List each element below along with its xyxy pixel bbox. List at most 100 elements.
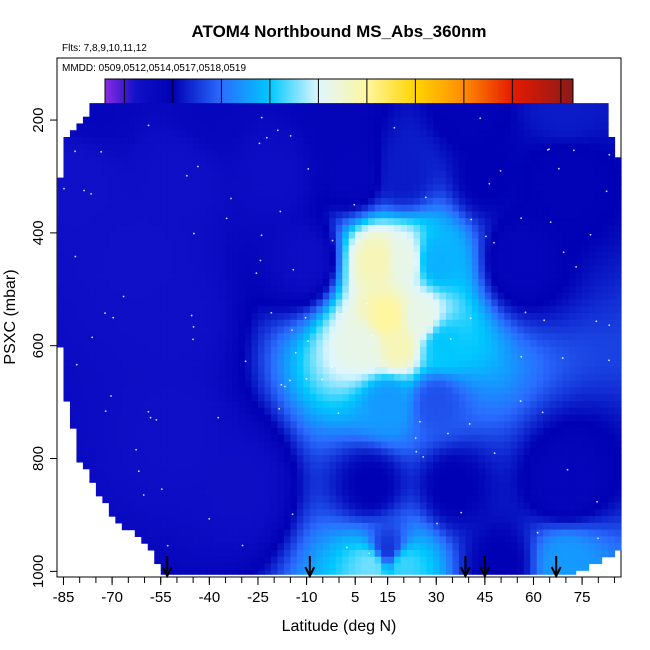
heatmap-cell bbox=[147, 495, 155, 504]
heatmap-cell bbox=[582, 103, 590, 111]
heatmap-cell bbox=[232, 116, 240, 125]
heatmap-cell bbox=[407, 258, 415, 267]
heatmap-cell bbox=[193, 109, 201, 118]
heatmap-cell bbox=[471, 143, 479, 152]
heatmap-cell bbox=[199, 373, 207, 382]
heatmap-cell bbox=[173, 312, 181, 321]
heatmap-cell bbox=[108, 218, 116, 226]
heatmap-cell bbox=[303, 184, 311, 192]
heatmap-cell bbox=[69, 292, 78, 301]
heatmap-cell bbox=[536, 123, 544, 131]
heatmap-cell bbox=[134, 441, 142, 449]
heatmap-cell bbox=[348, 394, 356, 402]
heatmap-cell bbox=[76, 333, 84, 341]
heatmap-cell bbox=[303, 292, 311, 301]
heatmap-cell bbox=[193, 279, 201, 287]
heatmap-cell bbox=[575, 292, 583, 301]
heatmap-cell bbox=[160, 285, 168, 294]
heatmap-cell bbox=[238, 414, 246, 422]
heatmap-cell bbox=[76, 170, 84, 179]
heatmap-cell bbox=[180, 123, 188, 131]
heatmap-cell bbox=[251, 292, 259, 301]
heatmap-cell bbox=[452, 326, 460, 334]
heatmap-cell bbox=[562, 231, 570, 240]
heatmap-cell bbox=[238, 211, 246, 219]
heatmap-cell bbox=[368, 170, 376, 179]
heatmap-cell bbox=[82, 279, 91, 287]
heatmap-cell bbox=[283, 109, 291, 118]
heatmap-cell bbox=[335, 353, 343, 361]
heatmap-cell bbox=[394, 333, 402, 341]
heatmap-cell bbox=[296, 360, 304, 368]
heatmap-cell bbox=[212, 103, 220, 111]
heatmap-cell bbox=[57, 177, 65, 185]
heatmap-cell bbox=[530, 373, 538, 382]
heatmap-cell bbox=[458, 387, 467, 395]
heatmap-cell bbox=[264, 218, 272, 226]
heatmap-cell bbox=[335, 461, 343, 470]
heatmap-cell bbox=[199, 299, 207, 307]
heatmap-cell bbox=[283, 204, 291, 213]
heatmap-cell bbox=[400, 441, 408, 449]
heatmap-cell bbox=[361, 285, 369, 294]
heatmap-cell bbox=[290, 211, 298, 219]
heatmap-cell bbox=[445, 204, 454, 213]
heatmap-cell bbox=[491, 441, 499, 449]
heatmap-cell bbox=[355, 136, 363, 145]
heatmap-cell bbox=[173, 434, 181, 443]
heatmap-cell bbox=[523, 400, 531, 409]
heatmap-cell bbox=[322, 428, 330, 436]
heatmap-cell bbox=[433, 468, 441, 477]
heatmap-cell bbox=[206, 312, 214, 321]
heatmap-cell bbox=[504, 340, 512, 348]
heatmap-cell bbox=[381, 211, 389, 219]
heatmap-cell bbox=[452, 448, 460, 456]
heatmap-cell bbox=[426, 400, 434, 409]
heatmap-cell bbox=[433, 346, 441, 355]
heatmap-cell bbox=[329, 299, 337, 307]
heatmap-cell bbox=[374, 109, 382, 118]
heatmap-cell bbox=[212, 265, 220, 273]
heatmap-cell bbox=[549, 130, 557, 138]
heatmap-cell bbox=[439, 319, 447, 328]
heatmap-cell bbox=[433, 150, 441, 158]
heatmap-cell bbox=[69, 184, 78, 192]
heatmap-cell bbox=[569, 353, 577, 361]
heatmap-cell bbox=[614, 157, 622, 165]
heatmap-cell bbox=[556, 197, 564, 206]
heatmap-cell bbox=[556, 177, 564, 185]
heatmap-cell bbox=[193, 495, 201, 504]
heatmap-cell bbox=[595, 143, 603, 152]
heatmap-cell bbox=[575, 150, 583, 158]
heatmap-cell bbox=[355, 279, 363, 287]
heatmap-cell bbox=[257, 177, 266, 185]
heatmap-cell bbox=[154, 191, 162, 199]
heatmap-cell bbox=[212, 475, 220, 483]
heatmap-cell bbox=[556, 238, 564, 246]
heatmap-cell bbox=[160, 258, 168, 267]
heatmap-cell bbox=[361, 360, 369, 368]
heatmap-cell bbox=[160, 218, 168, 226]
heatmap-cell bbox=[329, 164, 337, 172]
heatmap-cell bbox=[89, 312, 97, 321]
heatmap-cell bbox=[439, 204, 447, 213]
heatmap-cell bbox=[355, 177, 363, 185]
heatmap-cell bbox=[556, 258, 564, 267]
heatmap-cell bbox=[199, 224, 207, 233]
heatmap-cell bbox=[355, 197, 363, 206]
heatmap-cell bbox=[316, 231, 324, 240]
heatmap-cell bbox=[355, 394, 363, 402]
heatmap-cell bbox=[484, 455, 492, 463]
heatmap-cell bbox=[186, 299, 194, 307]
heatmap-cell bbox=[89, 319, 97, 328]
heatmap-cell bbox=[465, 455, 473, 463]
heatmap-cell bbox=[452, 333, 460, 341]
heatmap-cell bbox=[569, 197, 577, 206]
heatmap-cell bbox=[309, 400, 317, 409]
heatmap-cell bbox=[128, 177, 136, 185]
heatmap-cell bbox=[575, 211, 583, 219]
heatmap-cell bbox=[595, 414, 603, 422]
heatmap-cell bbox=[322, 340, 330, 348]
heatmap-cell bbox=[439, 333, 447, 341]
heatmap-cell bbox=[257, 279, 266, 287]
